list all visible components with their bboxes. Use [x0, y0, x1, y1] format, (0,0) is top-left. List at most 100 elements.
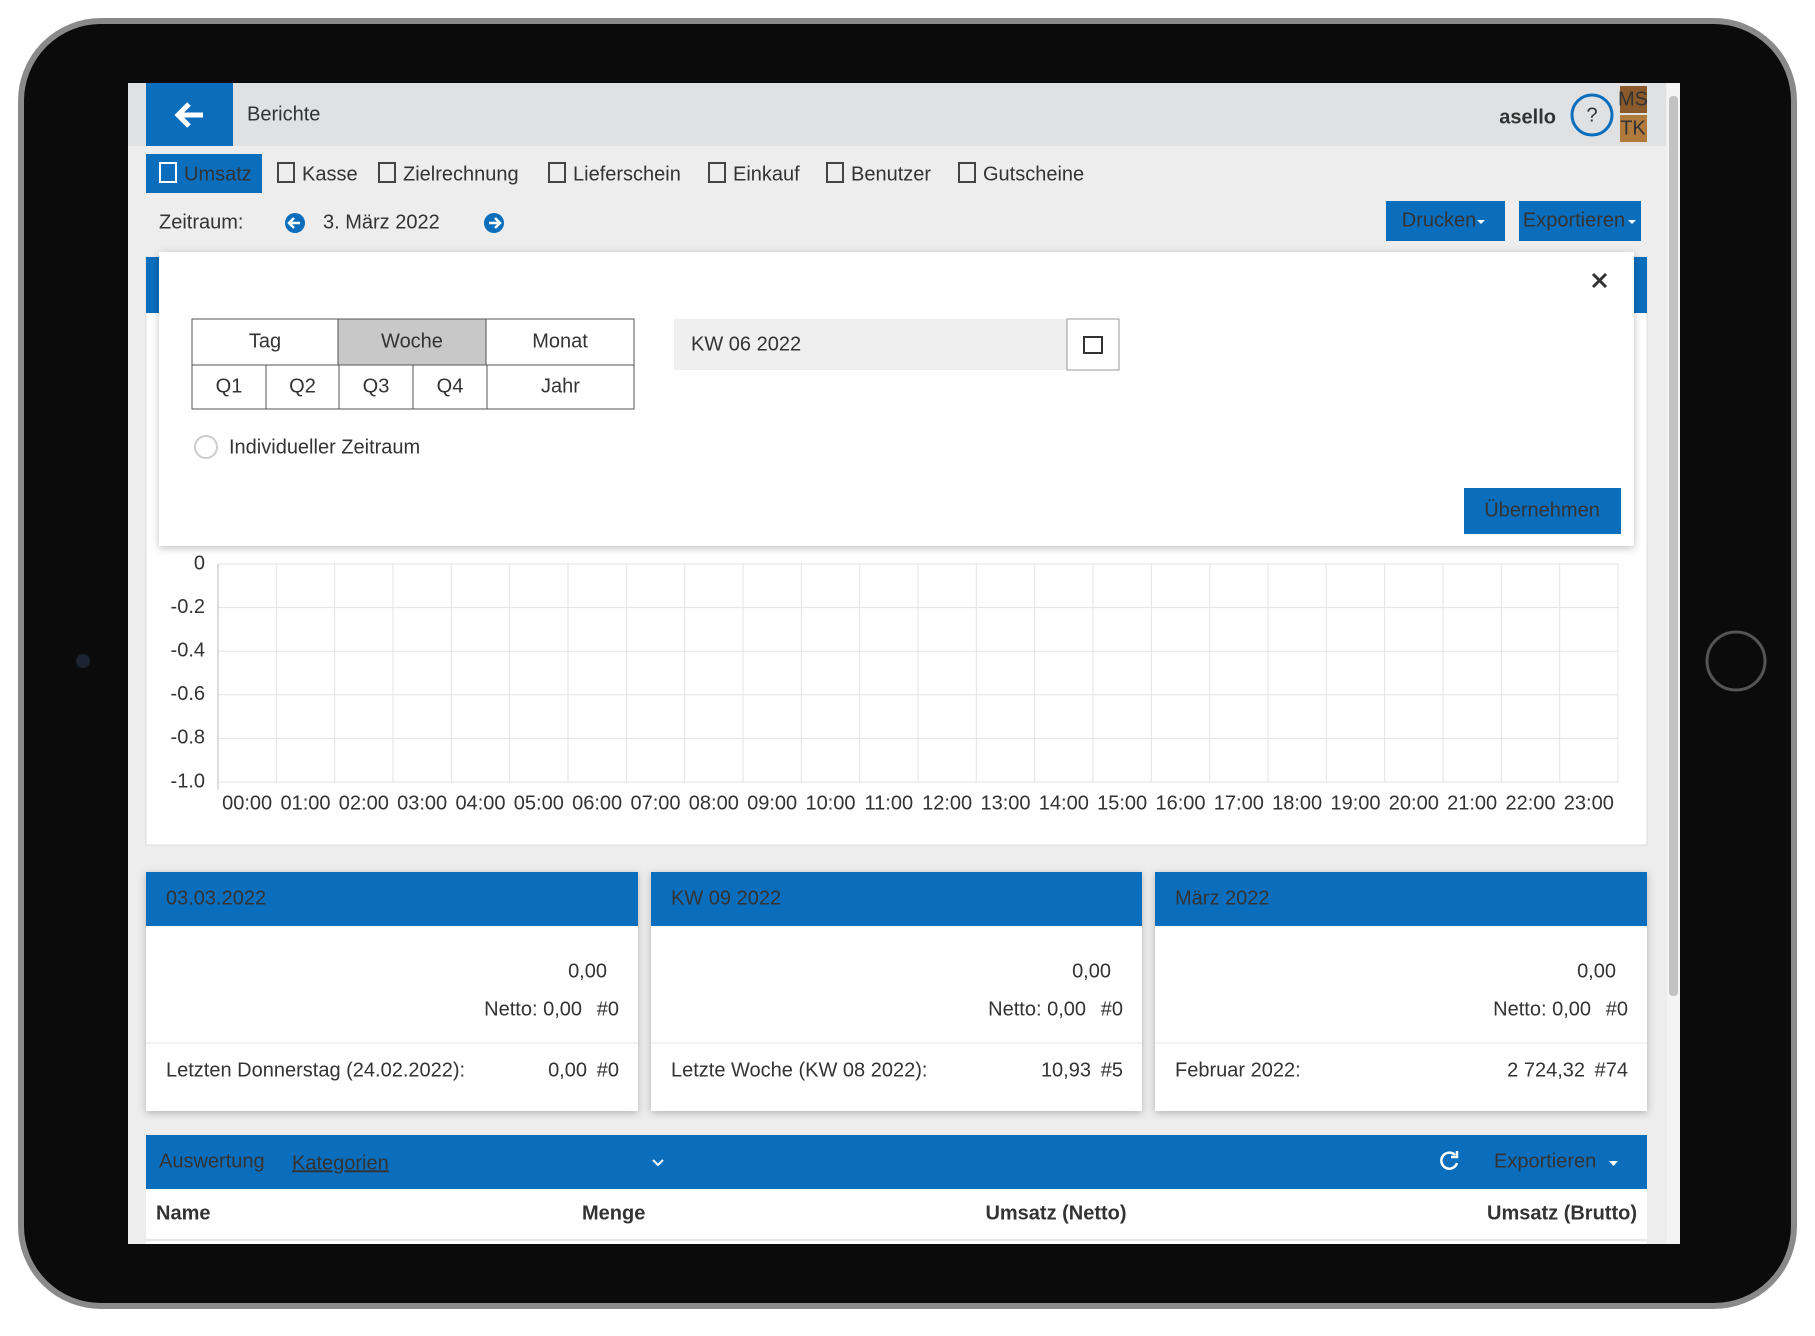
period-option-text: Tag — [249, 330, 281, 352]
period-option[interactable] — [412, 364, 488, 410]
x-tick-label: 05:00 — [514, 792, 564, 814]
x-tick-label: 14:00 — [1039, 792, 1089, 814]
x-tick-label: 11:00 — [865, 792, 914, 814]
x-tick-label: 02:00 — [339, 792, 389, 814]
x-tick-label: 12:00 — [922, 792, 972, 814]
tab-icon — [159, 162, 177, 183]
x-tick-label: 21:00 — [1447, 792, 1497, 814]
card-compare-value: 10,93 — [1041, 1059, 1091, 1081]
card-compare: Letzten Donnerstag (24.02.2022): — [166, 1059, 465, 1081]
column-header[interactable]: Umsatz (Brutto) — [1487, 1202, 1637, 1224]
card-net-count[interactable]: #0 — [597, 998, 619, 1020]
tab[interactable]: Benutzer — [851, 163, 931, 185]
print-button[interactable] — [1386, 201, 1505, 241]
card-compare-value: 0,00 — [548, 1059, 587, 1081]
card-net-count[interactable]: #0 — [1606, 998, 1628, 1020]
period-label: Zeitraum: — [159, 211, 243, 233]
card-header — [1155, 872, 1647, 926]
column-header[interactable]: Umsatz (Netto) — [985, 1202, 1126, 1224]
calendar-button[interactable] — [1066, 318, 1120, 371]
card-title: KW 09 2022 — [671, 887, 781, 909]
x-tick-label: 18:00 — [1272, 792, 1322, 814]
badge[interactable] — [1620, 86, 1647, 113]
period-option[interactable] — [191, 318, 339, 366]
card-total: 0,00 — [568, 960, 607, 982]
period-option[interactable] — [337, 318, 487, 366]
x-tick-label: 01:00 — [280, 792, 330, 814]
period-option[interactable] — [338, 364, 414, 410]
scrollbar-thumb[interactable] — [1669, 96, 1678, 996]
tab[interactable]: Umsatz — [184, 163, 252, 185]
x-tick-label: 10:00 — [805, 792, 855, 814]
card-total: 0,00 — [1577, 960, 1616, 982]
column-header[interactable]: Menge — [582, 1202, 645, 1224]
card-compare-count[interactable]: #74 — [1595, 1059, 1628, 1081]
refresh-icon[interactable] — [1440, 1151, 1459, 1170]
card-total: 0,00 — [1072, 960, 1111, 982]
tab-icon — [826, 162, 844, 183]
card-net: Netto: 0,00 — [1493, 998, 1591, 1020]
period-value[interactable]: 3. März 2022 — [323, 211, 440, 233]
page-title: Berichte — [247, 103, 320, 125]
x-tick-label: 23:00 — [1564, 792, 1614, 814]
card-compare-count[interactable]: #0 — [597, 1059, 619, 1081]
analysis-label: Auswertung — [159, 1150, 265, 1172]
card-compare-count[interactable]: #5 — [1101, 1059, 1123, 1081]
camera — [76, 654, 90, 668]
tab[interactable]: Kasse — [302, 163, 358, 185]
x-tick-label: 04:00 — [455, 792, 505, 814]
tab-icon — [277, 162, 295, 183]
x-tick-label: 20:00 — [1389, 792, 1439, 814]
tab[interactable]: Einkauf — [733, 163, 800, 185]
card-header — [651, 872, 1142, 926]
period-option[interactable] — [486, 364, 635, 410]
x-tick-label: 16:00 — [1155, 792, 1205, 814]
caret — [1609, 1161, 1618, 1166]
apply-text: Übernehmen — [1484, 499, 1600, 521]
period-option-text: Q2 — [289, 375, 316, 397]
x-tick-label: 06:00 — [572, 792, 622, 814]
column-header[interactable]: Name — [156, 1202, 210, 1224]
custom-range: Individueller Zeitraum — [229, 436, 420, 458]
x-tick-label: 07:00 — [630, 792, 680, 814]
period-option[interactable] — [191, 364, 267, 410]
dimension-select[interactable]: Kategorien — [292, 1152, 389, 1174]
badge-text: MS — [1618, 88, 1648, 110]
period-option[interactable] — [265, 364, 340, 410]
tab[interactable]: Gutscheine — [983, 163, 1084, 185]
tab[interactable]: Lieferschein — [573, 163, 681, 185]
card-compare: Februar 2022: — [1175, 1059, 1301, 1081]
y-tick-label: -1.0 — [171, 770, 205, 792]
period-option[interactable] — [485, 318, 635, 366]
close-icon[interactable] — [1591, 272, 1608, 289]
y-tick-label: -0.6 — [171, 683, 205, 705]
logo: asello — [1499, 106, 1556, 128]
x-tick-label: 15:00 — [1097, 792, 1147, 814]
analysis-export[interactable]: Exportieren — [1494, 1150, 1596, 1172]
radio[interactable] — [194, 435, 218, 459]
tab-icon — [708, 162, 726, 183]
help-icon[interactable] — [1570, 93, 1614, 137]
period-option-text: Monat — [532, 330, 588, 352]
tab-icon — [958, 162, 976, 183]
apply-button[interactable] — [1464, 488, 1621, 534]
card-title: 03.03.2022 — [166, 887, 266, 909]
period-option-text: Q1 — [216, 375, 243, 397]
export-button[interactable] — [1519, 201, 1641, 241]
active-tab[interactable] — [146, 154, 262, 193]
table-header — [146, 1189, 1647, 1244]
tab[interactable]: Zielrechnung — [403, 163, 519, 185]
x-tick-label: 00:00 — [222, 792, 272, 814]
y-tick-label: 0 — [194, 552, 205, 574]
card-net: Netto: 0,00 — [484, 998, 582, 1020]
week-input[interactable] — [674, 319, 1067, 370]
x-tick-label: 22:00 — [1505, 792, 1555, 814]
period-option-text: Q4 — [437, 375, 464, 397]
card-compare: Letzte Woche (KW 08 2022): — [671, 1059, 927, 1081]
badge[interactable] — [1620, 115, 1647, 142]
x-tick-label: 08:00 — [689, 792, 739, 814]
arrow-glyphs — [287, 217, 502, 229]
card-net-count[interactable]: #0 — [1101, 998, 1123, 1020]
x-tick-label: 03:00 — [397, 792, 447, 814]
